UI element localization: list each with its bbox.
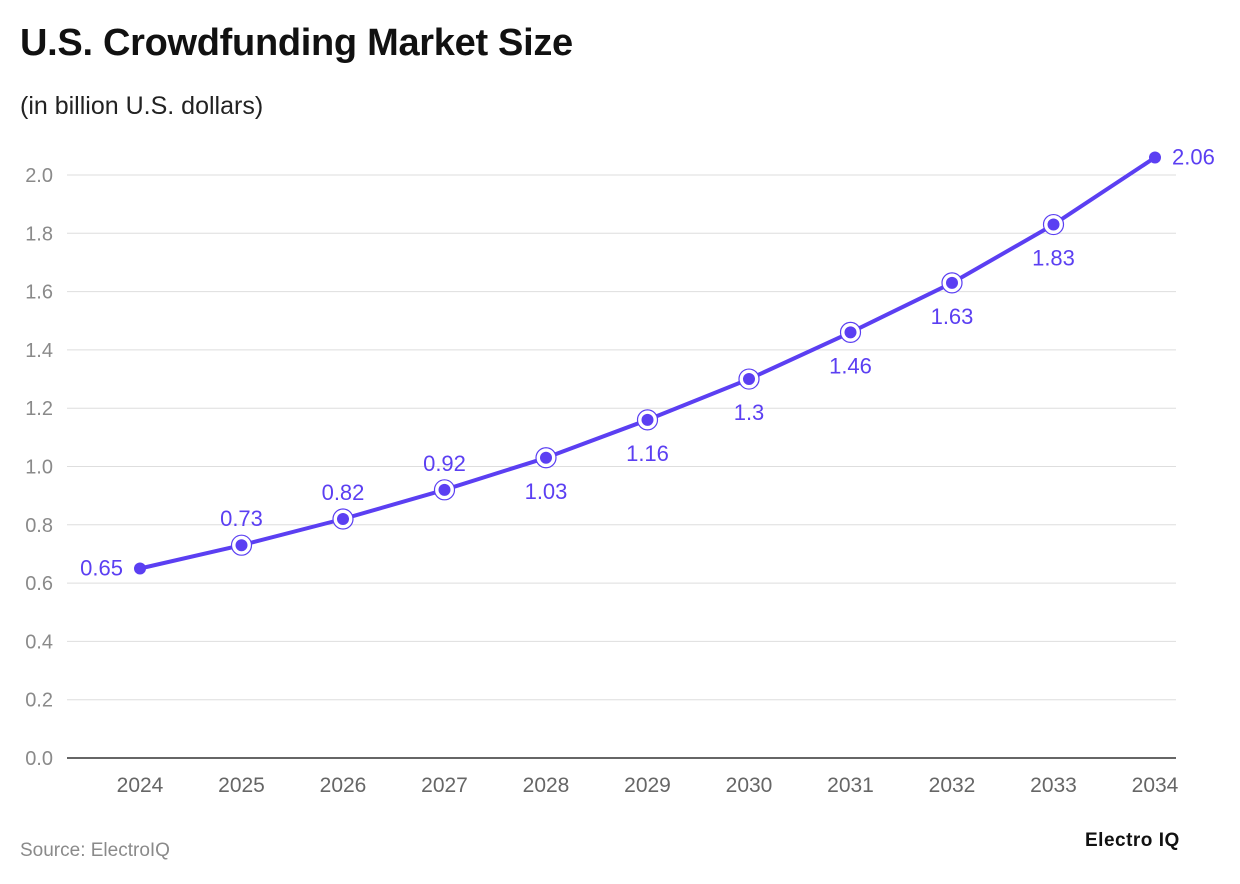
x-tick-label: 2032 <box>929 774 976 797</box>
data-point <box>438 483 451 496</box>
brand-logo: Electro IQ <box>1085 830 1180 851</box>
data-point <box>946 276 958 289</box>
y-tick-label: 1.8 <box>25 223 53 245</box>
x-tick-label: 2030 <box>726 774 773 797</box>
y-tick-label: 1.4 <box>25 340 53 362</box>
y-tick-label: 1.2 <box>25 398 53 420</box>
source-note: Source: ElectroIQ <box>20 840 170 861</box>
data-point <box>540 451 552 464</box>
x-tick-label: 2031 <box>827 774 874 797</box>
data-point <box>641 413 654 426</box>
chart-subtitle: (in billion U.S. dollars) <box>20 92 264 120</box>
data-label: 1.16 <box>626 441 669 466</box>
y-tick-label: 0.8 <box>25 515 53 537</box>
data-label: 0.82 <box>322 480 365 505</box>
y-tick-label: 0.0 <box>25 748 53 770</box>
data-label: 0.65 <box>80 556 123 581</box>
data-label: 1.03 <box>525 479 568 504</box>
x-tick-label: 2034 <box>1132 774 1179 797</box>
y-tick-label: 0.6 <box>25 573 53 595</box>
data-point <box>844 326 857 339</box>
x-tick-label: 2033 <box>1030 774 1077 797</box>
y-tick-label: 1.6 <box>25 282 53 304</box>
data-point <box>1047 218 1060 231</box>
data-label: 2.06 <box>1172 145 1215 170</box>
data-label: 1.3 <box>734 400 765 425</box>
x-tick-label: 2024 <box>117 774 164 797</box>
data-point <box>337 512 349 525</box>
x-tick-label: 2028 <box>523 774 570 797</box>
data-label: 1.63 <box>931 304 974 329</box>
data-point <box>1149 151 1161 164</box>
y-tick-label: 1.0 <box>25 457 53 479</box>
data-point <box>134 562 146 575</box>
series-line <box>138 155 1157 571</box>
data-label: 0.92 <box>423 451 466 476</box>
chart-title: U.S. Crowdfunding Market Size <box>20 22 573 64</box>
x-tick-label: 2029 <box>624 774 671 797</box>
y-tick-label: 2.0 <box>25 165 53 187</box>
y-tick-label: 0.4 <box>25 631 53 653</box>
data-label: 1.83 <box>1032 246 1075 271</box>
y-tick-label: 0.2 <box>25 690 53 712</box>
data-label: 0.73 <box>220 506 263 531</box>
data-point <box>743 373 755 386</box>
x-tick-label: 2026 <box>320 774 367 797</box>
x-tick-label: 2025 <box>218 774 265 797</box>
data-label: 1.46 <box>829 353 872 378</box>
x-tick-label: 2027 <box>421 774 468 797</box>
data-point <box>235 539 248 552</box>
